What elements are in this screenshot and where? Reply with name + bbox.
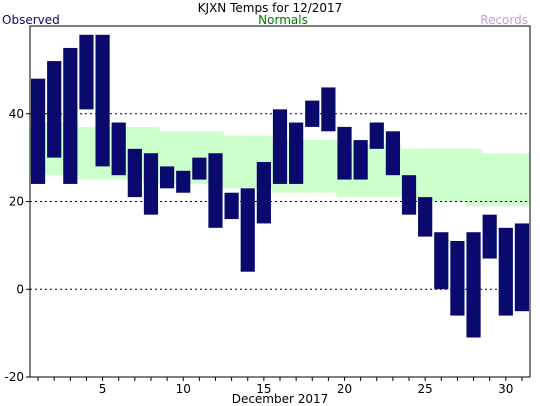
observed-bar-day-13 [224, 192, 239, 220]
observed-bar-day-19 [321, 87, 336, 132]
observed-bar-day-23 [385, 131, 400, 176]
observed-bar-day-12 [208, 153, 223, 228]
observed-bar-day-29 [482, 214, 497, 259]
normal-band-day-14 [239, 135, 257, 189]
observed-bar-day-6 [111, 122, 126, 176]
observed-bar-day-24 [401, 175, 417, 215]
observed-bar-day-7 [127, 148, 142, 198]
observed-bar-day-8 [143, 153, 159, 215]
observed-bar-day-4 [79, 34, 94, 110]
observed-bar-day-11 [192, 157, 207, 180]
normal-band-day-29 [481, 153, 499, 206]
normal-band-day-28 [465, 148, 483, 206]
observed-bar-day-9 [160, 166, 175, 189]
x-tick-label-30: 30 [498, 382, 513, 396]
observed-bar-day-28 [466, 232, 481, 338]
x-axis-label: December 2017 [232, 392, 329, 406]
normal-band-day-13 [223, 135, 241, 189]
observed-bar-day-3 [63, 47, 78, 184]
y-tick-label--20: -20 [4, 370, 24, 384]
observed-bar-day-15 [256, 162, 271, 224]
observed-bar-day-14 [240, 188, 255, 272]
observed-bar-day-17 [289, 122, 304, 184]
normal-band-day-19 [320, 140, 337, 193]
observed-bar-day-18 [305, 100, 320, 127]
y-tick-label-20: 20 [9, 195, 24, 209]
y-tick-label-40: 40 [9, 107, 24, 121]
observed-bar-day-27 [450, 240, 465, 316]
x-tick-label-25: 25 [418, 382, 433, 396]
observed-bar-day-22 [369, 122, 384, 149]
observed-bar-day-26 [434, 232, 449, 290]
legend-normals: Normals [258, 13, 308, 27]
observed-bar-day-16 [272, 109, 288, 184]
observed-bar-day-21 [353, 140, 368, 180]
x-tick-label-10: 10 [176, 382, 191, 396]
normal-band-day-26 [433, 148, 450, 202]
normal-band-day-30 [497, 153, 515, 206]
x-axis: 5 10 15 20 25 30 [37, 377, 523, 396]
observed-bar-day-2 [47, 61, 62, 158]
observed-bar-day-20 [337, 126, 352, 180]
normal-band-day-27 [449, 148, 466, 202]
normal-band-day-22 [368, 144, 386, 198]
normal-band-day-31 [513, 153, 531, 206]
legend-records: Records [480, 13, 528, 27]
normal-band-day-4 [78, 126, 96, 180]
observed-bar-day-31 [514, 223, 530, 312]
observed-bar-day-25 [418, 197, 433, 237]
observed-bar-day-1 [30, 78, 46, 184]
observed-bars [30, 34, 530, 338]
x-tick-label-15: 15 [256, 382, 271, 396]
x-tick-label-20: 20 [337, 382, 352, 396]
y-axis: -20 0 20 40 [4, 107, 30, 384]
chart-title: KJXN Temps for 12/2017 [198, 1, 343, 15]
normal-band-day-25 [417, 148, 434, 202]
observed-bar-day-10 [176, 170, 191, 193]
observed-bar-day-30 [498, 227, 513, 316]
normal-band-day-18 [304, 140, 321, 193]
legend-observed: Observed [2, 13, 60, 27]
x-tick-label-5: 5 [99, 382, 107, 396]
observed-bar-day-5 [95, 34, 110, 167]
y-tick-label-0: 0 [16, 282, 24, 296]
